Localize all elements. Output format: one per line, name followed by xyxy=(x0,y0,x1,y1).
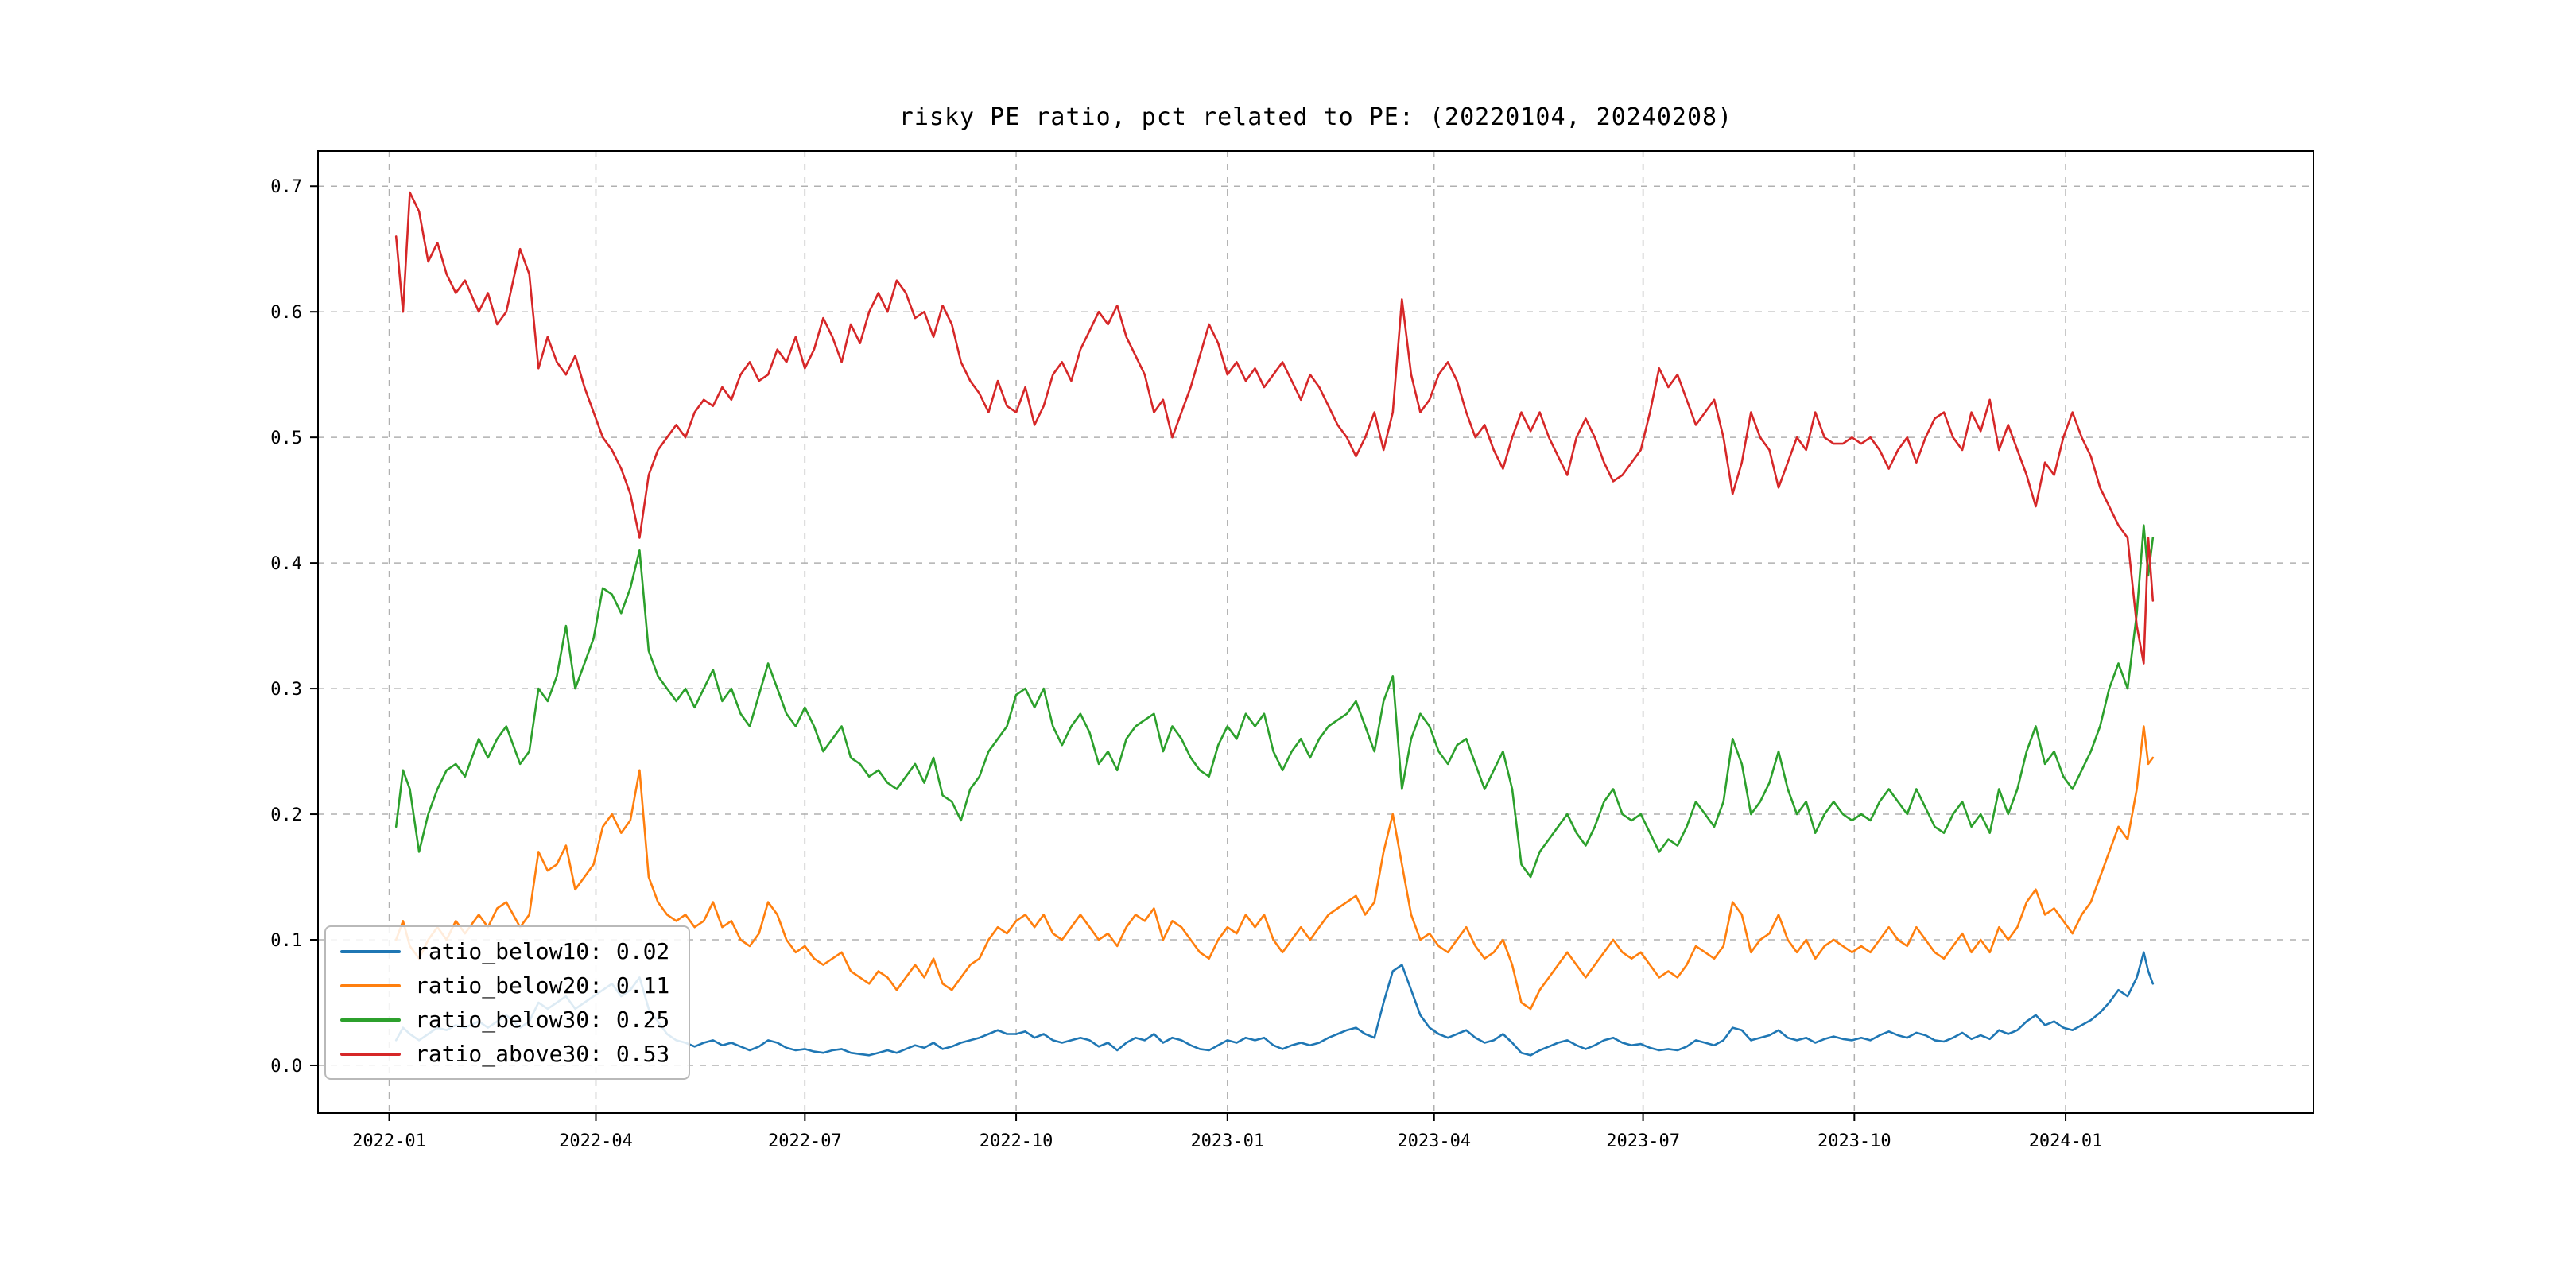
y-tick-label: 0.7 xyxy=(270,177,302,197)
legend-item-ratio-below20: ratio_below20: 0.11 xyxy=(340,972,669,999)
legend-box: ratio_below10: 0.02 ratio_below20: 0.11 … xyxy=(324,925,691,1080)
series-line-ratio_above30 xyxy=(394,191,2155,665)
x-tick-label: 2022-04 xyxy=(559,1131,633,1151)
x-tick-label: 2022-07 xyxy=(768,1131,842,1151)
legend-line-sample-red xyxy=(340,1052,401,1056)
series-line-ratio_below20 xyxy=(394,725,2155,1011)
legend-line-sample-blue xyxy=(340,949,401,953)
x-tick-label: 2022-01 xyxy=(352,1131,426,1151)
x-tick-label: 2024-01 xyxy=(2029,1131,2103,1151)
legend-label: ratio_below10: 0.02 xyxy=(415,938,670,964)
axes-frame xyxy=(317,150,2314,1114)
series-line-ratio_below30 xyxy=(394,524,2155,879)
legend-line-sample-orange xyxy=(340,983,401,987)
legend-item-ratio-below10: ratio_below10: 0.02 xyxy=(340,938,669,964)
legend-label: ratio_above30: 0.53 xyxy=(415,1041,670,1067)
y-tick-label: 0.1 xyxy=(270,931,302,951)
x-tick-label: 2022-10 xyxy=(980,1131,1053,1151)
chart-title: risky PE ratio, pct related to PE: (2022… xyxy=(898,103,1733,131)
y-tick-label: 0.0 xyxy=(270,1057,302,1077)
x-tick-label: 2023-10 xyxy=(1818,1131,1891,1151)
y-tick-label: 0.3 xyxy=(270,680,302,700)
series-line-ratio_below10 xyxy=(394,951,2155,1057)
legend-line-sample-green xyxy=(340,1018,401,1022)
y-tick-label: 0.4 xyxy=(270,554,302,574)
legend-label: ratio_below20: 0.11 xyxy=(415,972,670,999)
y-tick-label: 0.2 xyxy=(270,805,302,825)
legend-item-ratio-above30: ratio_above30: 0.53 xyxy=(340,1041,669,1067)
legend-label: ratio_below30: 0.25 xyxy=(415,1007,670,1033)
x-tick-label: 2023-01 xyxy=(1190,1131,1264,1151)
legend-item-ratio-below30: ratio_below30: 0.25 xyxy=(340,1007,669,1033)
y-tick-label: 0.6 xyxy=(270,303,302,323)
x-tick-label: 2023-07 xyxy=(1606,1131,1680,1151)
x-tick-label: 2023-04 xyxy=(1397,1131,1471,1151)
y-tick-label: 0.5 xyxy=(270,429,302,448)
